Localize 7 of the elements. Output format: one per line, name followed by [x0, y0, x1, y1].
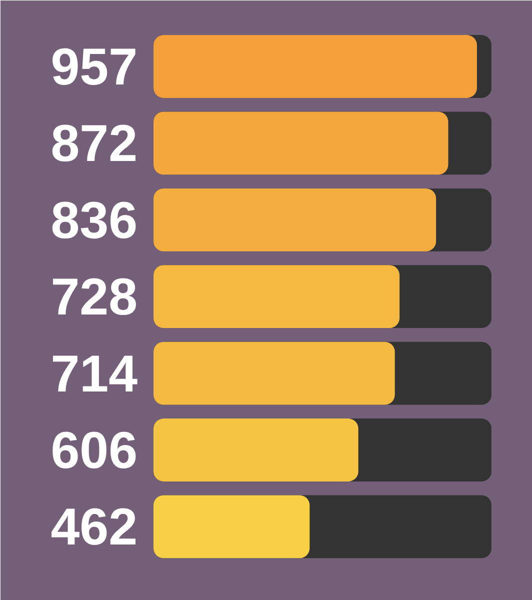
data-label: 728 [50, 268, 138, 327]
data-label: 872 [50, 115, 138, 174]
data-label: 606 [50, 422, 138, 480]
data-label: 714 [50, 345, 138, 404]
data-label: 836 [50, 192, 138, 250]
data-label: 462 [50, 498, 138, 557]
data-label: 957 [50, 38, 138, 96]
